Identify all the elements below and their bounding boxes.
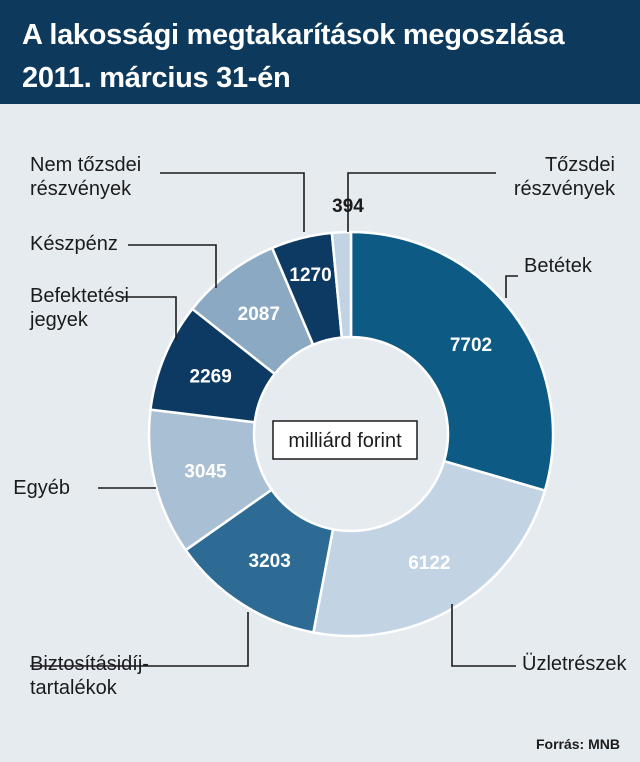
category-label-befektetesi: Befektetési jegyek xyxy=(29,285,129,331)
category-label-biztositas: Biztosításidíj-tartalékok xyxy=(30,653,149,699)
source-note: Forrás: MNB xyxy=(535,736,620,752)
leader-line-betetek xyxy=(505,275,518,298)
leader-line-keszpenz xyxy=(128,244,217,288)
value-label-egyeb: 3045 xyxy=(184,461,227,482)
donut-slices xyxy=(147,230,555,638)
chart-header: A lakossági megtakarítások megoszlása 20… xyxy=(0,0,640,104)
category-label-egyeb: Egyéb xyxy=(13,477,70,499)
category-label-uzletreszek: Üzletrészek xyxy=(522,653,627,675)
leader-line-befektetesi xyxy=(122,296,177,340)
category-labels: Betétek Üzletrészek Biztosításidíj-tartalé… xyxy=(13,154,627,699)
value-label-betetek: 7702 xyxy=(450,335,492,356)
leader-line-tozsdei xyxy=(347,172,496,232)
chart-title-line-2: 2011. március 31-én xyxy=(22,62,291,94)
value-label-biztositas: 3203 xyxy=(249,551,291,572)
leader-line-biztositas xyxy=(30,612,249,667)
leader-line-uzletreszek xyxy=(451,604,516,667)
value-label-uzletreszek: 6122 xyxy=(408,553,450,574)
leader-line-nemtozsdei xyxy=(160,172,305,232)
leader-lines xyxy=(30,172,518,667)
category-label-keszpenz: Készpénz xyxy=(30,233,118,255)
value-label-befektetesi: 2269 xyxy=(190,367,232,388)
value-label-keszpenz: 2087 xyxy=(238,304,280,325)
unit-label: milliárd forint xyxy=(288,430,402,452)
category-label-nemtozsdei: Nem tőzsdei részvények xyxy=(30,154,141,200)
unit-label-box xyxy=(272,420,418,460)
slice-betetek xyxy=(349,230,555,493)
category-label-betetek: Betétek xyxy=(524,255,593,277)
chart-title-line-1: A lakossági megtakarítások megoszlása xyxy=(22,19,565,51)
slice-tozsdei xyxy=(330,230,353,339)
value-label-nemtozsdei: 1270 xyxy=(289,265,331,286)
slice-uzletreszek xyxy=(311,459,547,638)
category-label-tozsdei: Tőzsdei részvények xyxy=(514,154,616,200)
